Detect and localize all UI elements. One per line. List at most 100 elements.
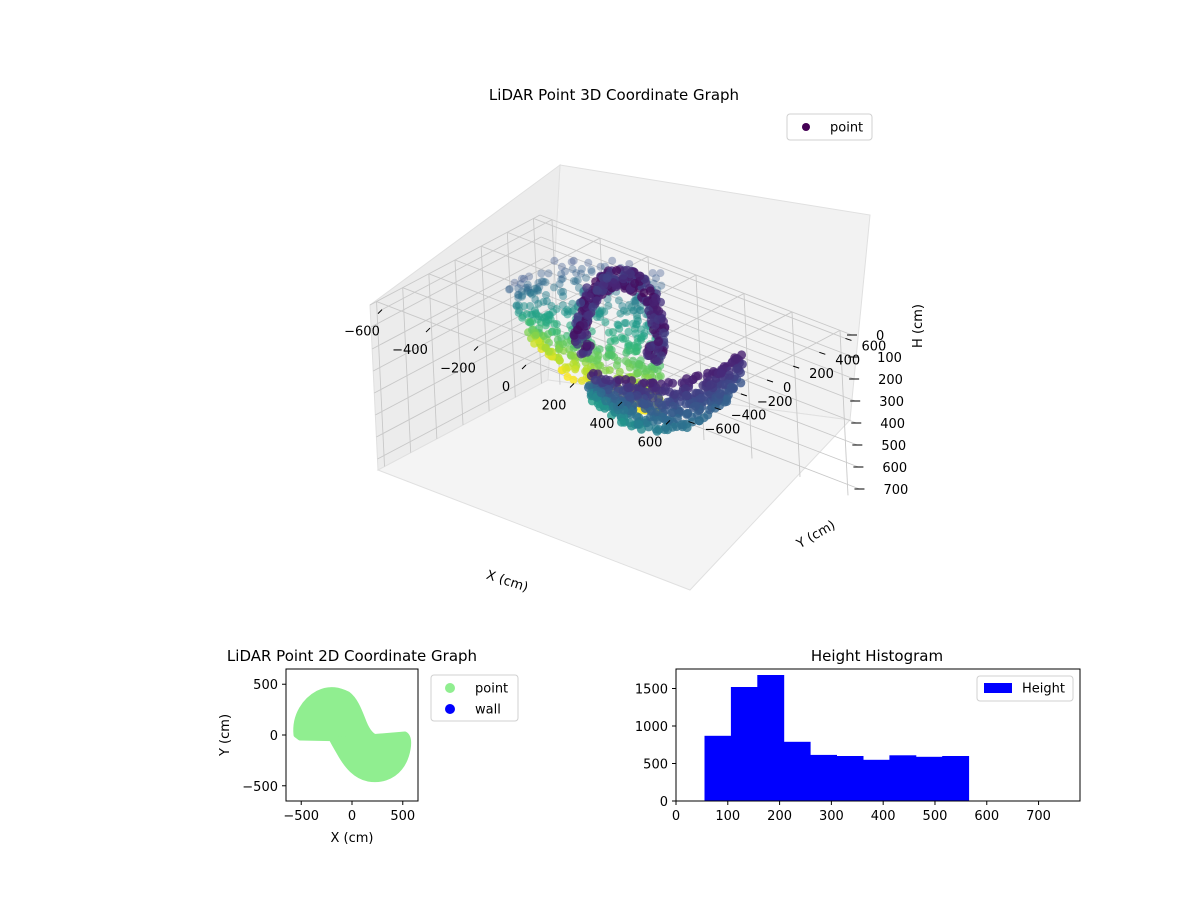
y-tick-label-hist: 1000 xyxy=(635,720,668,735)
cloud-point xyxy=(649,297,658,307)
cloud-point xyxy=(617,333,626,342)
pane-floor xyxy=(376,379,852,591)
x-tick-label-hist: 200 xyxy=(767,809,792,824)
cloud-point xyxy=(732,354,742,363)
cloud-point xyxy=(568,299,577,308)
cloud-point xyxy=(625,300,634,309)
y-tick-label-3d: 400 xyxy=(835,353,860,368)
cloud-point xyxy=(601,375,611,384)
grid-y-left xyxy=(376,301,385,467)
grid-z-left xyxy=(370,236,542,328)
cloud-point xyxy=(625,392,635,402)
cloud-point xyxy=(681,399,691,409)
histogram-bar xyxy=(836,756,864,801)
cloud-point xyxy=(586,355,595,364)
cloud-point xyxy=(654,306,664,316)
cloud-point xyxy=(596,262,605,271)
cloud-point xyxy=(563,372,572,381)
cloud-point xyxy=(677,420,687,430)
cloud-point xyxy=(612,361,621,370)
cloud-point xyxy=(612,266,621,275)
grid-z-left xyxy=(371,258,543,350)
cloud-point xyxy=(555,356,564,365)
cloud-point xyxy=(601,396,611,406)
cloud-point xyxy=(691,401,700,411)
cloud-point xyxy=(649,313,659,323)
x-tick-3d xyxy=(377,309,383,314)
cloud-point xyxy=(624,327,633,336)
y-tick-label-hist: 0 xyxy=(660,795,668,810)
cloud-point xyxy=(524,283,532,292)
point-cluster-2d xyxy=(329,731,412,783)
cloud-point xyxy=(514,291,523,300)
cloud-point xyxy=(544,347,553,356)
x-tick-label-hist: 400 xyxy=(871,809,896,824)
z-tick-label-3d: 600 xyxy=(882,461,907,476)
cloud-point xyxy=(542,318,551,327)
x-tick-3d xyxy=(617,401,623,407)
cloud-point xyxy=(631,329,640,338)
cloud-point xyxy=(514,293,523,302)
y-axis-label-3d: Y (cm) xyxy=(793,518,838,553)
grid-y-floor xyxy=(480,245,794,367)
cloud-point xyxy=(582,339,592,349)
cloud-point xyxy=(526,289,535,298)
cloud-point xyxy=(533,284,541,293)
cloud-point xyxy=(656,269,665,278)
y-tick-3d xyxy=(766,379,774,383)
x-tick-label-hist: 500 xyxy=(923,809,948,824)
cloud-point xyxy=(542,291,550,299)
legend-2d: point wall xyxy=(430,674,519,722)
cloud-point xyxy=(520,302,529,311)
cloud-point xyxy=(576,349,586,359)
legend-histogram: Height xyxy=(976,675,1074,702)
grid-z-back xyxy=(539,214,853,336)
cloud-point xyxy=(601,318,610,327)
y-tick-3d xyxy=(688,421,695,425)
x-tick-label-hist: 0 xyxy=(672,809,680,824)
cloud-point xyxy=(634,369,642,377)
axes-2d: −500 0 500 −500 0 500 xyxy=(242,678,415,824)
cloud-point xyxy=(505,285,514,294)
legend-marker-point-2d xyxy=(445,683,455,693)
cloud-point xyxy=(680,384,690,394)
grid-y-left xyxy=(533,218,542,384)
cloud-point xyxy=(605,366,614,375)
histogram-bar xyxy=(810,754,837,801)
x-tick-label-3d: −200 xyxy=(440,362,476,377)
x-axis-3d: −600 −400 −200 0 200 400 600 xyxy=(344,309,671,450)
cloud-point xyxy=(521,284,530,292)
grid-y-floor xyxy=(507,231,820,353)
x-tick-label-hist: 100 xyxy=(715,809,740,824)
x-tick-label-3d: 0 xyxy=(502,380,510,395)
cloud-point xyxy=(604,301,613,310)
cloud-point xyxy=(736,378,746,388)
legend-marker-height xyxy=(984,683,1012,693)
grid-z-left xyxy=(376,346,547,438)
cloud-point xyxy=(625,418,635,428)
chart-3d: LiDAR Point 3D Coordinate Graph −600−400… xyxy=(344,86,926,595)
legend-label-wall-2d: wall xyxy=(475,703,501,718)
y-tick-label-3d: 200 xyxy=(809,367,834,382)
x-tick-3d xyxy=(521,364,527,370)
x-axis-label-3d: X (cm) xyxy=(484,568,530,596)
cloud-point xyxy=(571,277,580,286)
cloud-point xyxy=(639,364,648,373)
cloud-point xyxy=(558,274,567,283)
cloud-point xyxy=(573,325,582,335)
histogram-bar xyxy=(783,741,811,802)
cloud-point xyxy=(591,375,601,385)
cloud-point xyxy=(555,280,564,289)
cloud-point xyxy=(526,318,535,327)
y-tick-label-2d: −500 xyxy=(242,780,278,795)
x-tick-label-2d: 0 xyxy=(348,809,356,824)
x-tick-label-hist: 700 xyxy=(1026,809,1051,824)
x-tick-label-hist: 300 xyxy=(819,809,844,824)
cloud-point xyxy=(691,371,701,381)
cloud-point xyxy=(726,382,736,392)
cloud-point xyxy=(557,275,566,284)
cloud-point xyxy=(578,320,588,330)
grid-y-left xyxy=(480,246,490,412)
legend-marker-point xyxy=(802,123,810,131)
histogram-bar xyxy=(915,756,943,802)
